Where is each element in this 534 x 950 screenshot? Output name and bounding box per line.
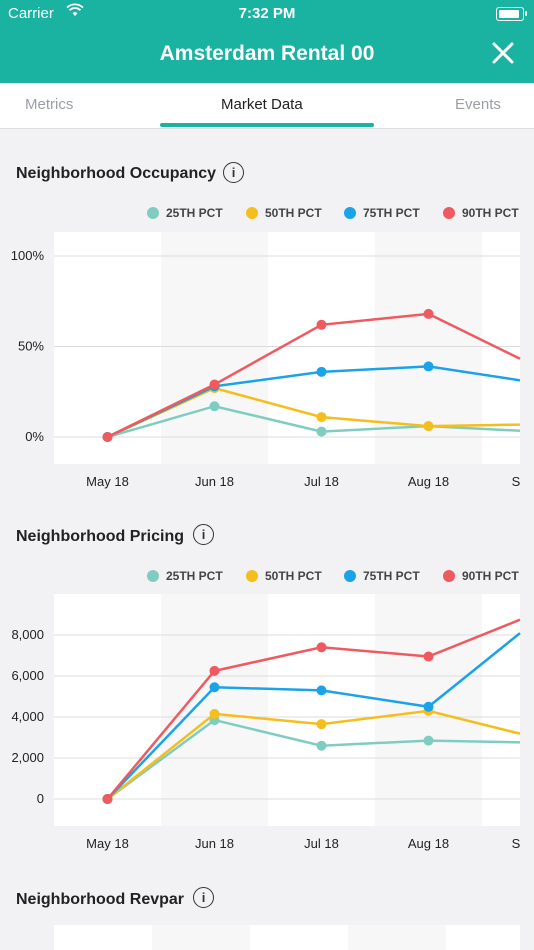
pricing-chart: 0 2,000 4,000 6,000 8,000 May 18 Jun 18 Jul 18 A… — [11, 594, 521, 851]
x-tick-label: May 18 — [86, 474, 129, 489]
data-point — [209, 401, 220, 412]
status-bar: Carrier 7:32 PM — [0, 0, 534, 28]
x-tick-label: Jun 18 — [195, 836, 234, 851]
tab-events[interactable]: Events — [455, 96, 501, 113]
legend-label: 50TH PCT — [265, 569, 322, 583]
x-tick-label: S — [512, 474, 521, 489]
legend-label: 25TH PCT — [166, 569, 223, 583]
revpar-chart-partial — [54, 925, 520, 950]
data-point — [316, 366, 327, 377]
data-point — [423, 361, 434, 372]
chart-band — [268, 232, 375, 464]
chart-band — [161, 232, 268, 464]
page-title: Amsterdam Rental 00 — [159, 42, 375, 65]
y-tick-label: 6,000 — [11, 668, 44, 683]
data-point — [316, 412, 327, 423]
active-tab-indicator — [160, 123, 374, 127]
data-point — [102, 432, 113, 442]
data-point — [423, 421, 434, 432]
legend-label: 90TH PCT — [462, 569, 519, 583]
legend-item: 25TH PCT — [147, 569, 223, 583]
data-point — [209, 682, 220, 693]
data-point — [102, 794, 113, 804]
legend-label: 50TH PCT — [265, 206, 322, 220]
close-button[interactable] — [490, 40, 516, 66]
chart-band — [54, 232, 161, 464]
legend-label: 90TH PCT — [462, 206, 519, 220]
legend-label: 25TH PCT — [166, 206, 223, 220]
info-icon[interactable]: i — [193, 887, 214, 908]
x-tick-label: Aug 18 — [408, 836, 449, 851]
legend-dot — [443, 207, 455, 219]
legend-dot — [443, 570, 455, 582]
battery-icon — [496, 7, 527, 21]
data-point — [423, 308, 434, 319]
y-tick-label: 8,000 — [11, 627, 44, 642]
legend-item: 75TH PCT — [344, 569, 420, 583]
data-point — [423, 701, 434, 712]
data-point — [423, 735, 434, 746]
data-point — [209, 379, 220, 390]
legend-item: 75TH PCT — [344, 206, 420, 220]
data-point — [316, 642, 327, 653]
data-point — [209, 708, 220, 719]
legend-dot — [147, 570, 159, 582]
data-point — [209, 665, 220, 676]
legend-dot — [246, 207, 258, 219]
pricing-section-title: Neighborhood Pricing — [16, 528, 184, 545]
legend-item: 90TH PCT — [443, 206, 519, 220]
occupancy-legend: 25TH PCT 50TH PCT 75TH PCT 90TH PCT — [0, 206, 534, 226]
y-tick-label: 100% — [11, 248, 45, 263]
legend-item: 90TH PCT — [443, 569, 519, 583]
legend-label: 75TH PCT — [363, 206, 420, 220]
tab-bar: Metrics Market Data Events — [0, 83, 534, 129]
x-tick-label: Jun 18 — [195, 474, 234, 489]
data-point — [316, 685, 327, 696]
tab-market-data[interactable]: Market Data — [221, 96, 303, 113]
legend-dot — [147, 207, 159, 219]
legend-dot — [246, 570, 258, 582]
y-tick-label: 50% — [18, 339, 44, 354]
chart-band — [54, 594, 161, 826]
y-tick-label: 4,000 — [11, 709, 44, 724]
carrier-label: Carrier — [8, 5, 54, 22]
x-tick-label: May 18 — [86, 836, 129, 851]
app-header: Carrier 7:32 PM Amsterdam Rental 00 — [0, 0, 534, 83]
legend-item: 50TH PCT — [246, 206, 322, 220]
wifi-icon — [66, 3, 84, 21]
chart-band — [482, 594, 520, 826]
occupancy-section-title: Neighborhood Occupancy — [16, 165, 217, 182]
revpar-section-title: Neighborhood Revpar — [16, 891, 185, 908]
occupancy-chart: 0% 50% 100% May 18 Jun 18 Jul 18 Aug 18 S — [11, 232, 521, 489]
status-time: 7:32 PM — [238, 5, 296, 22]
legend-dot — [344, 570, 356, 582]
data-point — [316, 719, 327, 730]
x-tick-label: Aug 18 — [408, 474, 449, 489]
info-icon[interactable]: i — [193, 524, 214, 545]
data-point — [316, 319, 327, 330]
data-point — [316, 740, 327, 751]
x-tick-label: S — [512, 836, 521, 851]
info-icon[interactable]: i — [223, 162, 244, 183]
data-point — [316, 426, 327, 437]
data-point — [423, 651, 434, 662]
y-tick-label: 2,000 — [11, 750, 44, 765]
close-icon — [492, 42, 514, 64]
legend-item: 25TH PCT — [147, 206, 223, 220]
x-tick-label: Jul 18 — [304, 836, 339, 851]
legend-label: 75TH PCT — [363, 569, 420, 583]
legend-item: 50TH PCT — [246, 569, 322, 583]
x-tick-label: Jul 18 — [304, 474, 339, 489]
y-tick-label: 0 — [37, 791, 44, 806]
pricing-legend: 25TH PCT 50TH PCT 75TH PCT 90TH PCT — [0, 569, 534, 589]
chart-band — [268, 594, 375, 826]
y-tick-label: 0% — [25, 429, 44, 444]
legend-dot — [344, 207, 356, 219]
tab-metrics[interactable]: Metrics — [25, 96, 74, 113]
